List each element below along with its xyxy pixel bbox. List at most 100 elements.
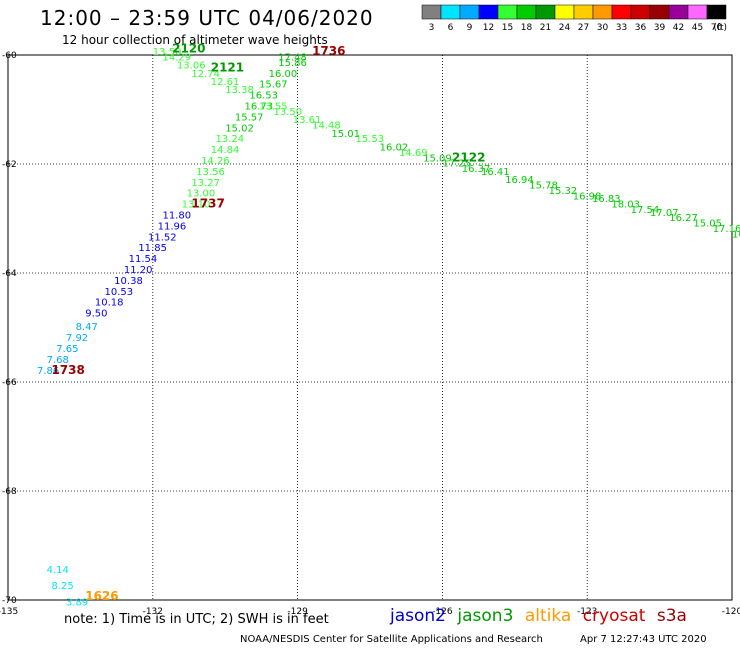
swh-point: 17.07 (650, 208, 679, 219)
swh-point: 14.29 (162, 52, 191, 63)
swh-point: 15.53 (356, 134, 385, 145)
swh-point: 13.38 (225, 85, 254, 96)
swh-point: 4.14 (47, 565, 69, 576)
x-tick-label: -135 (0, 607, 18, 617)
x-tick-label: -120 (722, 607, 740, 617)
swh-point: 13.61 (293, 115, 322, 126)
color-swatch (687, 4, 708, 20)
swh-point: 13.55 (259, 102, 288, 113)
credit-line: NOAA/NESDIS Center for Satellite Applica… (240, 634, 543, 645)
swh-point: 13.06 (177, 61, 206, 72)
color-scale-label: 15 (502, 23, 513, 33)
swh-point: 14.84 (211, 145, 240, 156)
legend-cryosat: cryosat (582, 606, 646, 626)
swh-point: 10.38 (114, 276, 143, 287)
y-tick-label: -70 (2, 596, 17, 606)
satellite-legend: jason2 jason3 altika cryosat s3a (390, 606, 693, 626)
swh-point: 10.53 (105, 287, 134, 298)
swh-point: 13.50 (273, 107, 302, 118)
color-scale-label: 70 (711, 23, 723, 33)
swh-point: 16.02 (380, 142, 409, 153)
y-tick-label: -64 (2, 269, 17, 279)
swh-point: 11.80 (162, 211, 191, 222)
swh-point: 15.78 (529, 181, 558, 192)
legend-altika: altika (524, 606, 572, 626)
color-scale-label: 36 (635, 23, 647, 33)
swh-point: 11.20 (124, 265, 153, 276)
pass-time-label: 2120 (172, 41, 205, 55)
color-scale-label: 27 (578, 23, 589, 33)
swh-point: 16.27 (669, 213, 698, 224)
x-tick-label: -126 (432, 607, 453, 617)
swh-point: 13.24 (216, 134, 245, 145)
pass-time-label: 1738 (51, 363, 84, 377)
swh-point: 15.32 (549, 186, 578, 197)
legend-jason2: jason2 (390, 606, 446, 626)
swh-point: 16.83 (592, 194, 621, 205)
legend-s3a: s3a (656, 606, 687, 626)
swh-point: 14.26 (201, 156, 230, 167)
swh-point: 13.56 (196, 167, 225, 178)
swh-point: 15.86 (278, 58, 307, 69)
color-scale-label: 9 (467, 23, 473, 33)
color-scale-label: 30 (597, 23, 609, 33)
color-scale-label: 39 (654, 23, 666, 33)
color-swatch (459, 4, 480, 20)
color-swatch (516, 4, 537, 20)
color-scale-label: 18 (521, 23, 533, 33)
swh-point: 13.50 (153, 47, 182, 58)
swh-point: 8.47 (76, 322, 98, 333)
pass-time-label: 1736 (312, 44, 345, 58)
swh-point: 16.00 (269, 69, 298, 80)
chart-subtitle: 12 hour collection of altimeter wave hei… (62, 33, 328, 47)
swh-point: 13.00 (187, 189, 216, 200)
color-swatch (497, 4, 518, 20)
swh-point: 14.48 (312, 121, 341, 132)
swh-point: 17.54 (631, 205, 660, 216)
swh-point: 16.37 (462, 164, 491, 175)
y-tick-label: -60 (2, 51, 17, 61)
swh-point: 16.98 (573, 191, 602, 202)
swh-point: 13.10 (182, 200, 211, 211)
swh-point: 11.85 (138, 243, 167, 254)
swh-point: 9.50 (85, 309, 107, 320)
swh-point: 16.73 (245, 102, 274, 113)
color-swatch (421, 4, 442, 20)
swh-point: 15.57 (235, 112, 264, 123)
color-swatch (535, 4, 556, 20)
chart-title: 12:00 – 23:59 UTC 04/06/2020 (40, 6, 374, 30)
legend-jason3: jason3 (457, 606, 514, 626)
swh-point: 15.01 (331, 129, 360, 140)
color-scale-unit: (ft) (713, 23, 727, 33)
color-swatch (630, 4, 651, 20)
color-swatch (592, 4, 613, 20)
swh-point: 16.94 (505, 175, 534, 186)
color-swatch (611, 4, 632, 20)
swh-point: 16.07 (732, 230, 740, 241)
swh-point: 7.65 (56, 344, 78, 355)
pass-time-label: 2122 (452, 150, 485, 164)
color-scale-label: 24 (559, 23, 571, 33)
color-scale-label: 42 (673, 23, 684, 33)
color-swatch (649, 4, 670, 20)
color-scale-label: 6 (448, 23, 454, 33)
color-scale-label: 45 (692, 23, 703, 33)
swh-point: 8.25 (51, 581, 73, 592)
color-swatch (668, 4, 689, 20)
swh-point: 16.41 (481, 167, 510, 178)
plot-frame (7, 54, 733, 601)
swh-point: 15.09 (423, 153, 452, 164)
swh-point: 11.52 (148, 232, 177, 243)
swh-point: 12.74 (191, 69, 220, 80)
color-scale-label: 12 (483, 23, 494, 33)
swh-point: 12.61 (211, 77, 240, 88)
pass-time-label: 2121 (211, 60, 244, 74)
swh-point: 13.27 (191, 178, 220, 189)
swh-point: 15.02 (225, 123, 254, 134)
swh-point: 15.05 (693, 219, 722, 230)
y-tick-label: -68 (2, 487, 17, 497)
swh-point: 11.96 (158, 221, 187, 232)
swh-point: 17.48 (278, 52, 307, 63)
y-tick-label: -62 (2, 160, 17, 170)
